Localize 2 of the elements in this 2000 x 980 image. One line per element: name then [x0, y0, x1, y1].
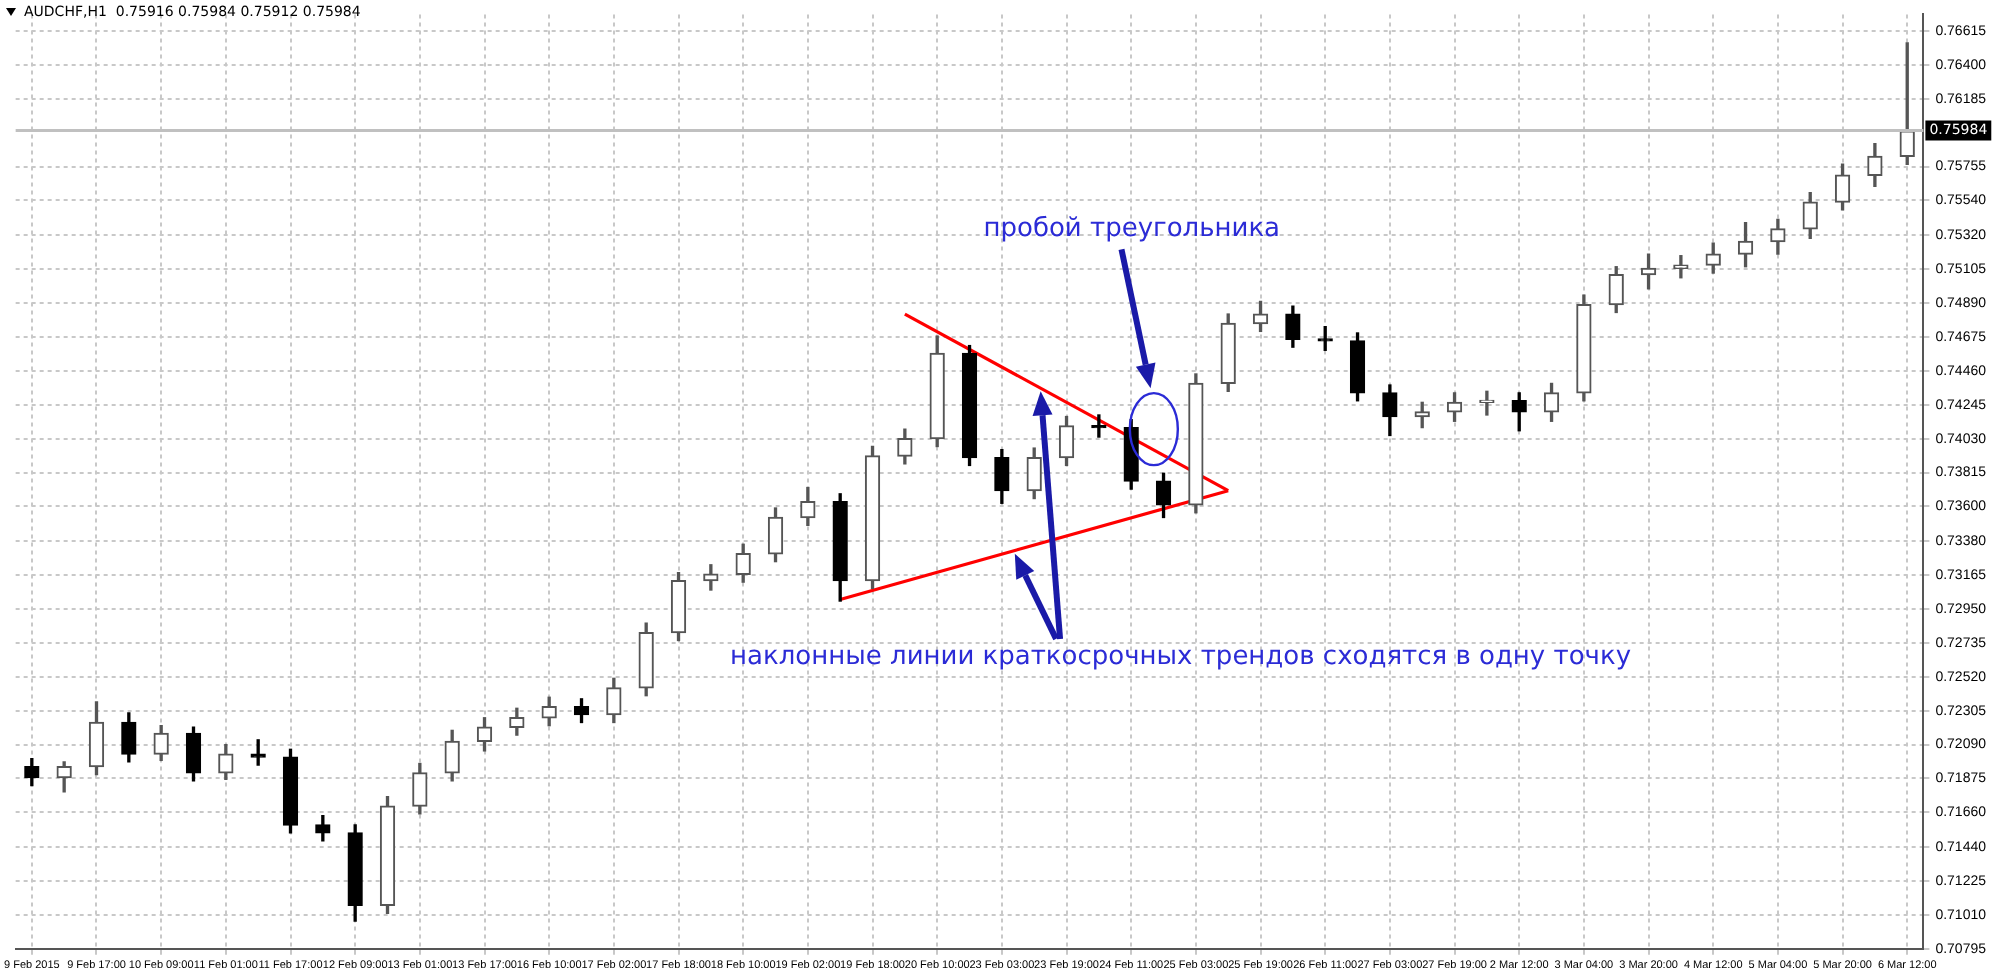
annotation: пробой треугольника: [983, 213, 1281, 244]
annotation: наклонные линии краткосрочных трендов сходятся в одну точку: [730, 642, 1632, 673]
